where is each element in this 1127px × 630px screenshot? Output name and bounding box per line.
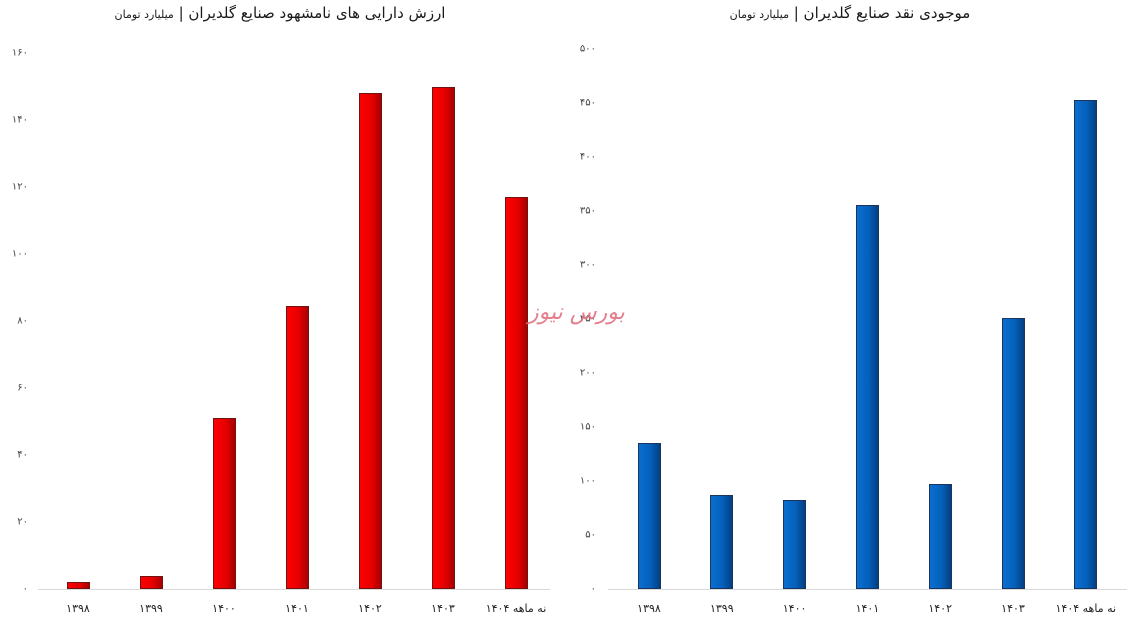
bar [358,93,382,589]
y-tick-label: ۱۵۰ [579,421,596,433]
x-tick-label: نه ماهه ۱۴۰۴ [1055,602,1117,615]
watermark-logo: بورس نیوز [528,300,625,325]
unit-label: میلیارد تومان [114,8,174,21]
x-tick-label: ۱۳۹۸ [637,602,661,615]
y-tick-label: ۱۰۰ [11,248,28,260]
y-tick-label: ۶۰ [17,382,28,394]
x-tick-label: ۱۳۹۹ [139,602,163,615]
y-tick-label: ۱۶۰ [11,47,28,59]
x-tick-label: ۱۳۹۹ [709,602,734,615]
y-tick-label: ۵۰۰ [579,43,596,55]
x-tick-label: ۱۴۰۰ [212,602,236,615]
bar [66,582,90,589]
title-text: موجودی نقد صنایع گلدیران [803,4,971,22]
y-tick-label: ۵۰ [585,529,596,541]
y-tick-label: ۲۰ [17,516,28,528]
chart-title: موجودی نقد صنایع گلدیران | میلیارد تومان [730,4,971,22]
x-tick-label: نه ماهه ۱۴۰۴ [485,602,547,615]
chart-title: ارزش دارایی های نامشهود صنایع گلدیران | … [115,4,446,22]
x-tick-label: ۱۴۰۳ [1001,602,1025,615]
x-tick-label: ۱۴۰۳ [431,602,455,615]
y-tick-label: ۲۰۰ [579,367,596,379]
y-tick-label: ۱۰۰ [579,475,596,487]
x-tick-label: ۱۴۰۲ [928,602,953,615]
bar [1074,99,1098,589]
y-tick-label: ۳۵۰ [579,205,596,217]
bar [783,500,807,589]
unit-label: میلیارد تومان [729,8,789,21]
bar [139,575,163,589]
x-axis-line [38,589,550,590]
bar [710,495,734,589]
y-tick-label: ۴۰۰ [579,151,596,163]
y-tick-label: ۳۰۰ [579,259,596,271]
bar [504,197,528,589]
bar [1001,317,1025,589]
y-tick-label: ۰ [22,583,28,595]
bar [285,305,309,589]
bar [928,484,952,589]
x-axis-line [608,589,1127,590]
x-tick-label: ۱۴۰۲ [358,602,382,615]
x-tick-label: ۱۴۰۱ [855,602,880,615]
y-tick-label: ۸۰ [17,315,28,327]
bar [855,204,879,589]
y-tick-label: ۴۰ [17,449,28,461]
title-text: ارزش دارایی های نامشهود صنایع گلدیران [188,4,446,22]
bar [431,86,455,589]
bar [212,418,236,589]
y-tick-label: ۱۲۰ [11,181,28,193]
y-tick-label: ۰ [590,583,596,595]
title-separator: | [173,4,189,22]
x-tick-label: ۱۴۰۱ [285,602,309,615]
x-tick-label: ۱۴۰۰ [782,602,807,615]
y-tick-label: ۱۴۰ [11,114,28,126]
x-tick-label: ۱۳۹۸ [66,602,90,615]
bar [637,443,661,589]
title-separator: | [788,4,804,22]
intangible-assets-chart: ارزش دارایی های نامشهود صنایع گلدیران | … [0,0,560,630]
y-tick-label: ۴۵۰ [579,97,596,109]
